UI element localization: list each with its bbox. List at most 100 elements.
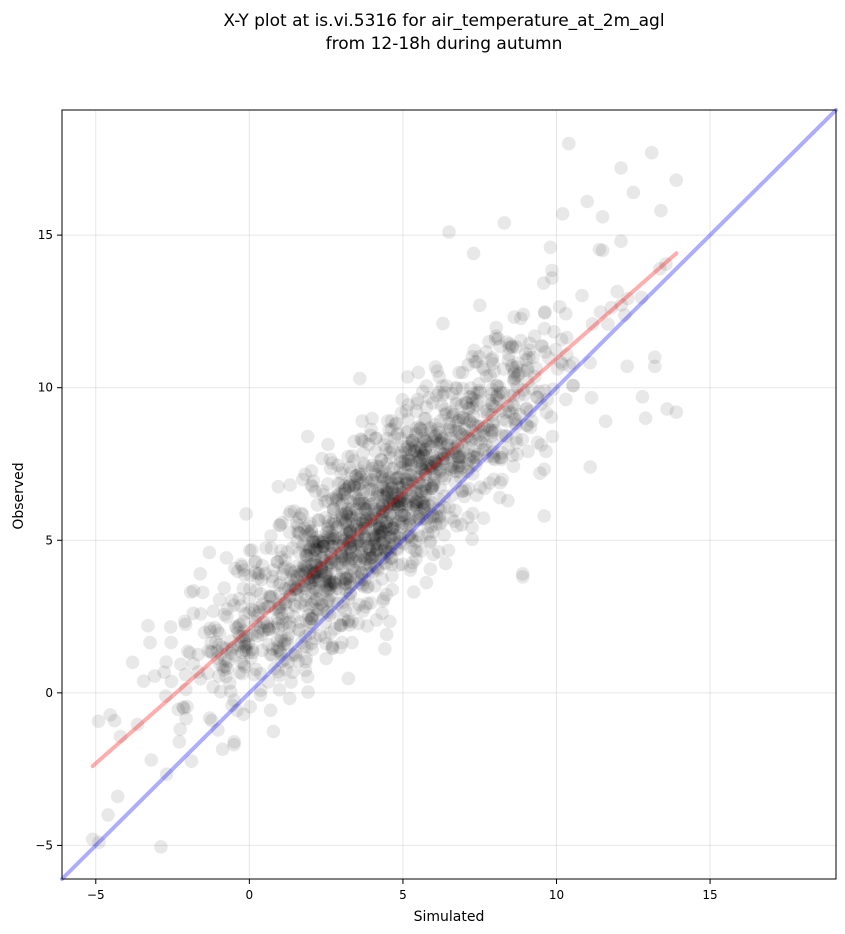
scatter-point <box>416 447 430 461</box>
scatter-point <box>336 462 350 477</box>
scatter-point <box>277 633 292 648</box>
scatter-point <box>562 136 576 151</box>
scatter-point <box>424 461 438 476</box>
scatter-point <box>299 651 313 666</box>
scatter-point <box>225 640 240 655</box>
scatter-point <box>433 463 448 477</box>
scatter-point <box>308 573 323 588</box>
scatter-point <box>113 729 128 744</box>
scatter-point <box>426 434 440 449</box>
scatter-point <box>202 545 217 560</box>
scatter-point <box>384 422 399 437</box>
scatter-point <box>427 455 442 470</box>
scatter-point <box>409 421 424 436</box>
scatter-point <box>294 635 309 650</box>
scatter-point <box>355 566 369 580</box>
scatter-point <box>265 589 279 604</box>
scatter-point <box>334 475 348 490</box>
scatter-point <box>476 511 491 525</box>
scatter-point <box>424 481 438 496</box>
scatter-point <box>355 414 370 428</box>
scatter-point <box>486 415 501 429</box>
scatter-point <box>443 431 458 446</box>
scatter-point <box>242 591 257 606</box>
scatter-point <box>349 502 363 517</box>
scatter-point <box>347 494 361 508</box>
scatter-point <box>191 647 205 662</box>
scatter-point <box>324 539 338 553</box>
scatter-point <box>381 494 396 508</box>
scatter-point <box>366 530 381 545</box>
scatter-point <box>391 558 406 572</box>
scatter-point <box>300 429 315 444</box>
scatter-point <box>228 620 243 634</box>
scatter-point <box>218 659 233 674</box>
scatter-point <box>334 499 349 513</box>
scatter-point <box>238 637 253 652</box>
scatter-point <box>318 495 332 509</box>
scatter-point <box>403 489 418 504</box>
scatter-point <box>335 635 349 650</box>
scatter-point <box>404 468 418 482</box>
scatter-point <box>368 464 382 479</box>
scatter-point <box>448 424 463 439</box>
scatter-point <box>468 355 482 369</box>
scatter-point <box>344 529 359 544</box>
scatter-point <box>385 491 400 505</box>
scatter-point <box>288 582 303 597</box>
scatter-point <box>344 512 359 527</box>
scatter-point <box>366 539 381 554</box>
scatter-point <box>316 533 330 547</box>
scatter-point <box>432 370 447 384</box>
scatter-point <box>266 620 281 635</box>
scatter-point <box>275 617 290 632</box>
scatter-point <box>410 392 425 407</box>
scatter-point <box>485 425 499 440</box>
scatter-point <box>445 409 460 424</box>
scatter-point <box>326 502 341 516</box>
scatter-point <box>485 408 499 422</box>
scatter-point <box>412 475 426 490</box>
scatter-point <box>289 569 304 584</box>
scatter-point <box>315 451 329 466</box>
scatter-point <box>314 596 329 611</box>
scatter-point <box>385 520 399 535</box>
scatter-point <box>377 534 392 548</box>
scatter-point <box>488 399 503 414</box>
scatter-point <box>507 364 522 379</box>
scatter-point <box>458 422 472 437</box>
scatter-point <box>455 437 469 452</box>
scatter-point <box>375 466 390 480</box>
scatter-point <box>454 398 469 413</box>
scatter-point <box>326 532 341 546</box>
scatter-point <box>303 548 317 562</box>
scatter-point <box>339 507 353 522</box>
scatter-point <box>251 571 265 585</box>
scatter-point <box>281 655 296 669</box>
scatter-point <box>428 455 442 469</box>
scatter-point <box>654 203 668 218</box>
scatter-point <box>350 472 365 486</box>
scatter-point <box>197 625 212 640</box>
scatter-point <box>382 544 397 558</box>
scatter-point <box>255 558 270 573</box>
scatter-point <box>439 468 453 483</box>
scatter-point <box>310 543 324 558</box>
scatter-point <box>398 462 413 477</box>
scatter-point <box>492 380 507 394</box>
scatter-point <box>270 555 285 569</box>
scatter-point <box>341 553 356 567</box>
scatter-point <box>455 484 470 499</box>
scatter-point <box>312 584 326 598</box>
scatter-point <box>237 657 251 672</box>
scatter-point <box>323 452 338 467</box>
scatter-point <box>271 665 285 679</box>
scatter-point <box>374 501 388 516</box>
scatter-point <box>507 372 521 387</box>
scatter-point <box>516 363 531 378</box>
scatter-point <box>350 535 365 549</box>
scatter-point <box>425 507 440 522</box>
scatter-point <box>381 414 395 428</box>
scatter-point <box>475 443 490 457</box>
scatter-point <box>125 655 140 670</box>
